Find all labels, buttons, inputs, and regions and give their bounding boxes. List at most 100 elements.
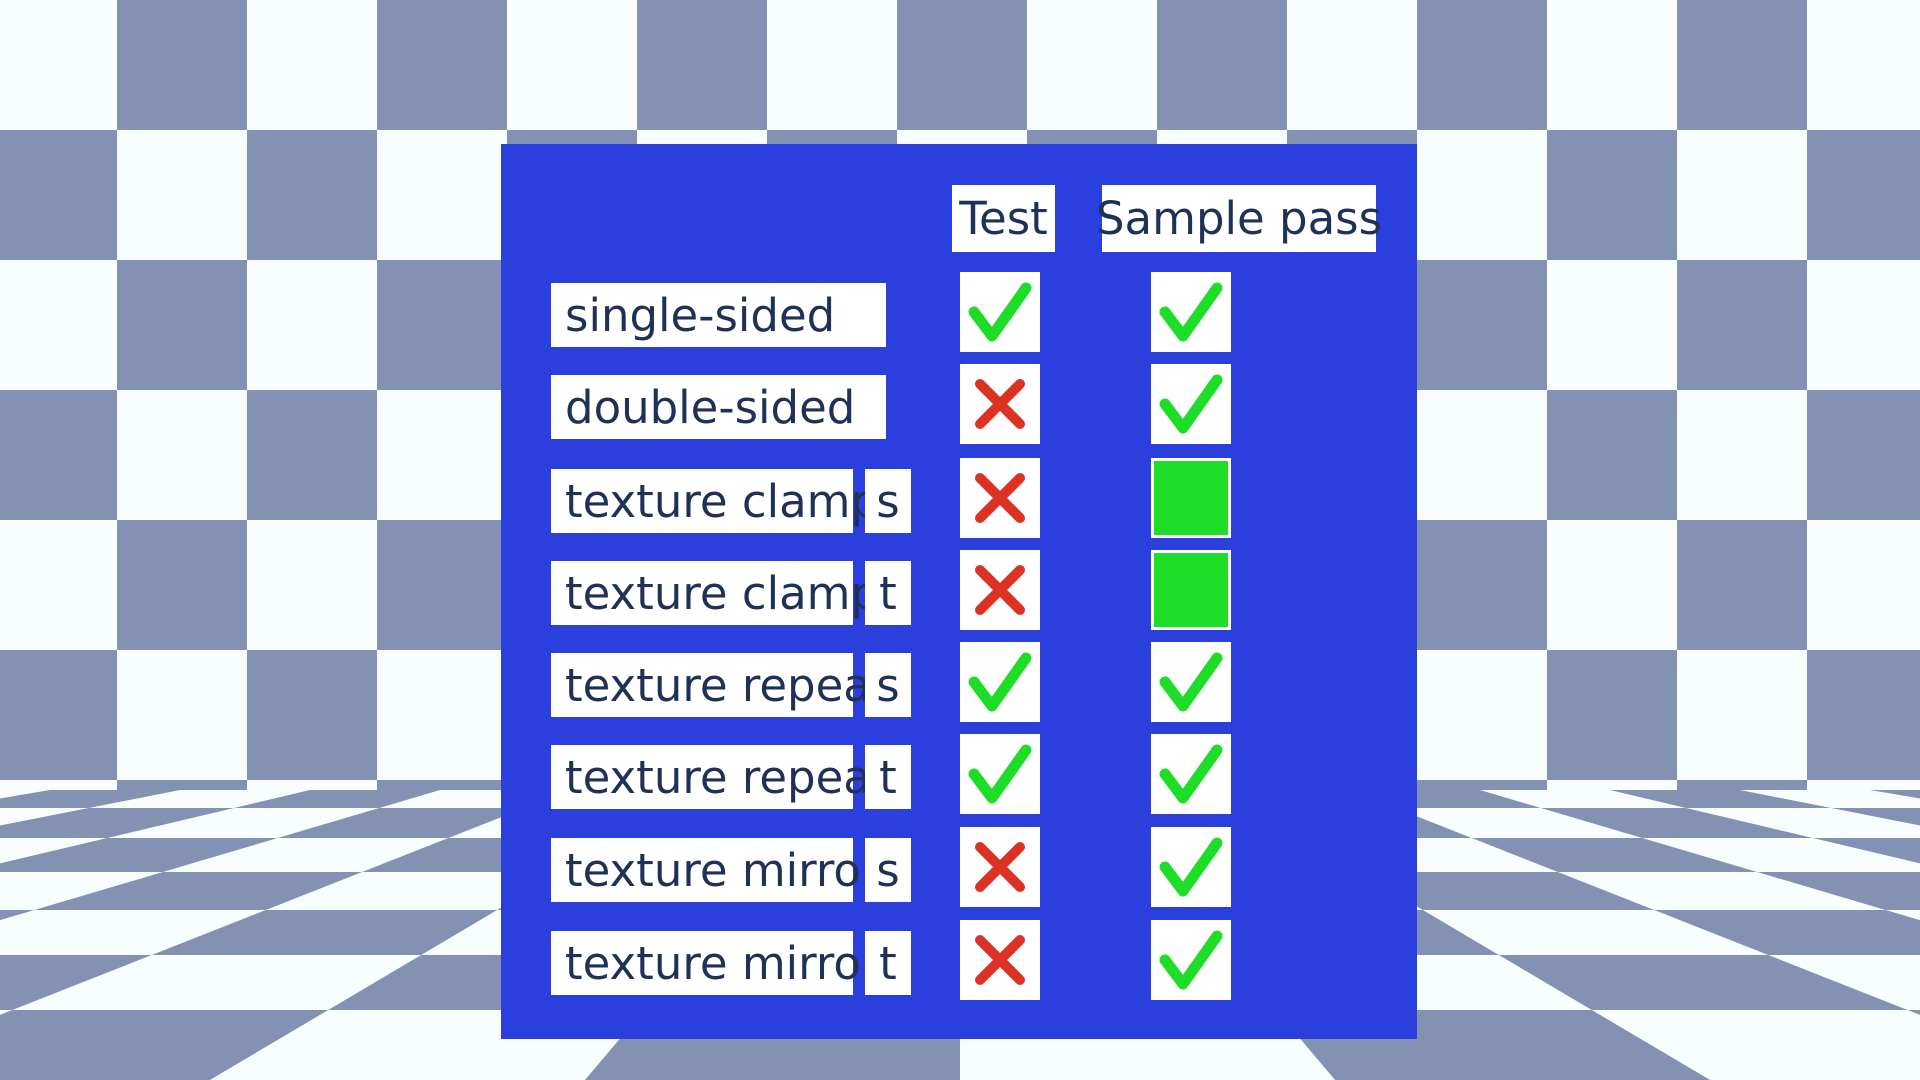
cross-stroke: [975, 935, 1025, 985]
sample-pass-cell: [1151, 734, 1231, 814]
floor-checker-tile: [151, 910, 498, 955]
checkmark-icon: [968, 282, 1032, 342]
floor-checker-tile: [1757, 872, 1920, 910]
sample-pass-green-square: [1151, 550, 1231, 630]
cross-icon: [975, 842, 1025, 892]
cross-stroke: [975, 565, 1025, 615]
floor-checker-tile: [1540, 808, 1813, 838]
row-label: texture repeat: [551, 745, 889, 809]
wall-checker-square: [117, 0, 247, 130]
wall-checker-square: [1677, 0, 1807, 130]
results-panel: Test Sample pass single-sided double-side…: [501, 144, 1417, 1039]
checkmark-stroke: [1159, 930, 1223, 990]
checkmark-icon: [1159, 282, 1223, 342]
floor-checker-tile: [0, 790, 180, 808]
row-label: texture mirror: [551, 931, 879, 995]
floor-checker-tile: [0, 838, 278, 872]
floor-checker-tile: [0, 808, 234, 838]
floor-checker-tile: [34, 872, 363, 910]
row-axis-suffix: t: [865, 931, 911, 995]
floor-checker-tile: [277, 808, 525, 838]
test-result-cell: [960, 272, 1040, 352]
sample-pass-cell: [1151, 827, 1231, 907]
test-result-cell: [960, 642, 1040, 722]
checkmark-stroke: [968, 652, 1032, 712]
floor-checker-tile: [1654, 910, 1920, 955]
floor-checker-tile: [1471, 838, 1758, 872]
checkmark-icon: [1159, 930, 1223, 990]
wall-checker-square: [0, 650, 117, 780]
row-axis-suffix: t: [865, 745, 911, 809]
checkmark-icon: [968, 744, 1032, 804]
wall-checker-square: [1547, 390, 1677, 520]
sample-pass-green-square: [1151, 458, 1231, 538]
wall-checker-square: [1807, 390, 1920, 520]
floor-checker-tile: [1358, 872, 1655, 910]
cross-stroke: [975, 379, 1025, 429]
test-result-cell: [960, 458, 1040, 538]
checkmark-icon: [1159, 374, 1223, 434]
checkmark-stroke: [968, 744, 1032, 804]
wall-checker-square: [1807, 650, 1920, 780]
wall-checker-square: [1677, 260, 1807, 390]
checkmark-icon: [1159, 652, 1223, 712]
row-axis-suffix: s: [865, 838, 911, 902]
test-result-cell: [960, 827, 1040, 907]
floor-checker-tile: [1498, 955, 1908, 1010]
checkmark-stroke: [1159, 282, 1223, 342]
checkmark-icon: [1159, 837, 1223, 897]
checkmark-stroke: [1159, 652, 1223, 712]
checkmark-icon: [1159, 744, 1223, 804]
cross-stroke: [975, 842, 1025, 892]
checkmark-stroke: [1159, 744, 1223, 804]
wall-checker-square: [377, 520, 507, 650]
checkmark-stroke: [1159, 374, 1223, 434]
row-axis-suffix: s: [865, 653, 911, 717]
floor-checker-tile: [0, 1010, 329, 1080]
floor-checker-tile: [1812, 838, 1920, 864]
header-test: Test: [952, 185, 1055, 252]
cross-icon: [975, 935, 1025, 985]
wall-checker-square: [117, 260, 247, 390]
sample-pass-cell: [1151, 920, 1231, 1000]
wall-checker-square: [247, 650, 377, 780]
cross-icon: [975, 379, 1025, 429]
wall-checker-square: [1157, 0, 1287, 130]
wall-checker-square: [1417, 0, 1547, 130]
sample-pass-cell: [1151, 364, 1231, 444]
row-label: double-sided: [551, 375, 886, 439]
floor-checker-tile: [1870, 790, 1920, 799]
wall-checker-square: [897, 0, 1027, 130]
row-label: texture repeat: [551, 653, 889, 717]
test-result-cell: [960, 920, 1040, 1000]
floor-checker-tile: [233, 790, 440, 808]
row-label: texture clamp: [551, 469, 879, 533]
row-label: texture mirror: [551, 838, 879, 902]
row-label: single-sided: [551, 283, 886, 347]
cross-icon: [975, 565, 1025, 615]
floor-checker-tile: [1831, 808, 1920, 826]
floor-checker-tile: [1610, 790, 1832, 808]
wall-checker-square: [1677, 520, 1807, 650]
wall-checker-square: [1547, 130, 1677, 260]
row-label: texture clamp: [551, 561, 879, 625]
sample-pass-cell: [1151, 642, 1231, 722]
checkmark-stroke: [968, 282, 1032, 342]
wall-checker-square: [117, 520, 247, 650]
floor-checker-tile: [0, 910, 35, 921]
wall-checker-square: [1417, 260, 1547, 390]
checkmark-icon: [968, 652, 1032, 712]
floor-checker-tile: [0, 955, 152, 1010]
cross-icon: [975, 473, 1025, 523]
header-sample-pass: Sample pass: [1096, 185, 1382, 252]
wall-checker-square: [247, 390, 377, 520]
wall-checker-square: [0, 130, 117, 260]
wall-checker-square: [377, 0, 507, 130]
checkmark-stroke: [1159, 837, 1223, 897]
test-result-cell: [960, 364, 1040, 444]
wall-checker-square: [377, 260, 507, 390]
wall-checker-square: [247, 130, 377, 260]
wall-checker-square: [637, 0, 767, 130]
wall-checker-square: [1547, 650, 1677, 780]
